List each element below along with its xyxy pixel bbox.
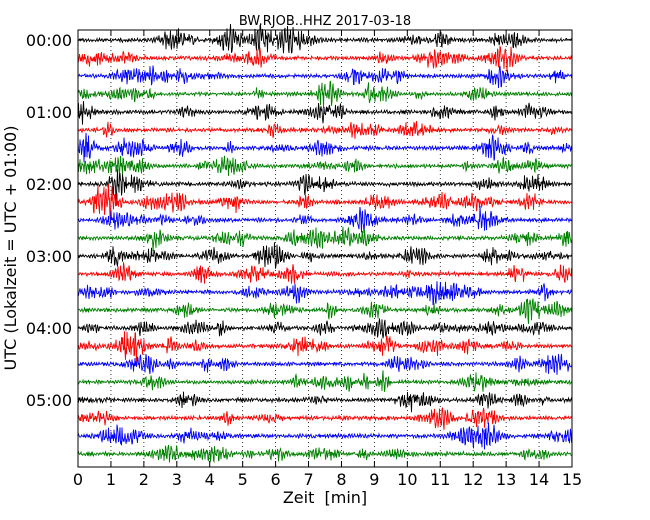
- x-tick-label: 10: [397, 470, 417, 489]
- x-tick-label: 13: [496, 470, 516, 489]
- seismogram-trace: [77, 281, 573, 306]
- seismogram-trace: [77, 242, 573, 269]
- chart-title: BW.RJOB..HHZ 2017-03-18: [239, 14, 411, 29]
- x-tick-label: 11: [430, 470, 450, 489]
- y-tick-label: 05:00: [26, 391, 72, 410]
- seismogram-trace: [77, 169, 573, 200]
- x-axis-ticks: 0 1 2 3 4 5 6 7 8 9 10 11 12 13 14 15: [73, 30, 582, 489]
- x-tick-label: 1: [106, 470, 116, 489]
- seismogram-trace: [77, 353, 573, 375]
- x-tick-label: 4: [205, 470, 215, 489]
- x-axis-label: Zeit [min]: [283, 488, 367, 507]
- y-tick-label: 04:00: [26, 319, 72, 338]
- x-tick-label: 6: [271, 470, 281, 489]
- seismogram-trace: [77, 80, 573, 109]
- seismogram-trace: [77, 226, 573, 252]
- seismogram-trace: [77, 155, 573, 176]
- seismogram-trace: [77, 422, 573, 450]
- x-tick-label: 7: [303, 470, 313, 489]
- seismogram-trace: [77, 406, 573, 430]
- seismogram-trace: [77, 262, 573, 284]
- seismogram-traces: [77, 24, 573, 464]
- seismogram-trace: [77, 101, 573, 125]
- x-tick-label: 12: [463, 470, 483, 489]
- seismogram-trace: [77, 132, 573, 163]
- x-tick-label: 14: [529, 470, 549, 489]
- seismogram-trace: [77, 24, 573, 54]
- seismogram-trace: [77, 370, 573, 392]
- seismogram-trace: [77, 444, 573, 464]
- seismogram-trace: [77, 391, 573, 413]
- y-tick-label: 03:00: [26, 247, 72, 266]
- seismogram-trace: [77, 120, 573, 139]
- x-tick-label: 0: [73, 470, 83, 489]
- x-tick-label: 8: [336, 470, 346, 489]
- seismogram-trace: [77, 184, 573, 220]
- x-tick-label: 2: [139, 470, 149, 489]
- y-tick-label: 01:00: [26, 103, 72, 122]
- x-tick-label: 15: [562, 470, 582, 489]
- seismogram-trace: [77, 331, 573, 362]
- x-tick-label: 3: [172, 470, 182, 489]
- y-axis-label: UTC (Lokalzeit = UTC + 01:00): [1, 126, 20, 371]
- y-tick-label: 00:00: [26, 31, 72, 50]
- seismogram-trace: [77, 298, 573, 324]
- vertical-grid: [110, 30, 540, 467]
- seismogram-trace: [77, 318, 573, 339]
- y-axis-ticks: 00:00 01:00 02:00 03:00 04:00 05:00: [26, 31, 572, 410]
- x-tick-label: 5: [238, 470, 248, 489]
- x-tick-label: 9: [369, 470, 379, 489]
- seismogram-trace: [77, 45, 573, 73]
- seismogram-trace: [77, 205, 573, 234]
- seismogram-trace: [77, 65, 573, 89]
- y-tick-label: 02:00: [26, 175, 72, 194]
- plot-frame: [77, 29, 573, 468]
